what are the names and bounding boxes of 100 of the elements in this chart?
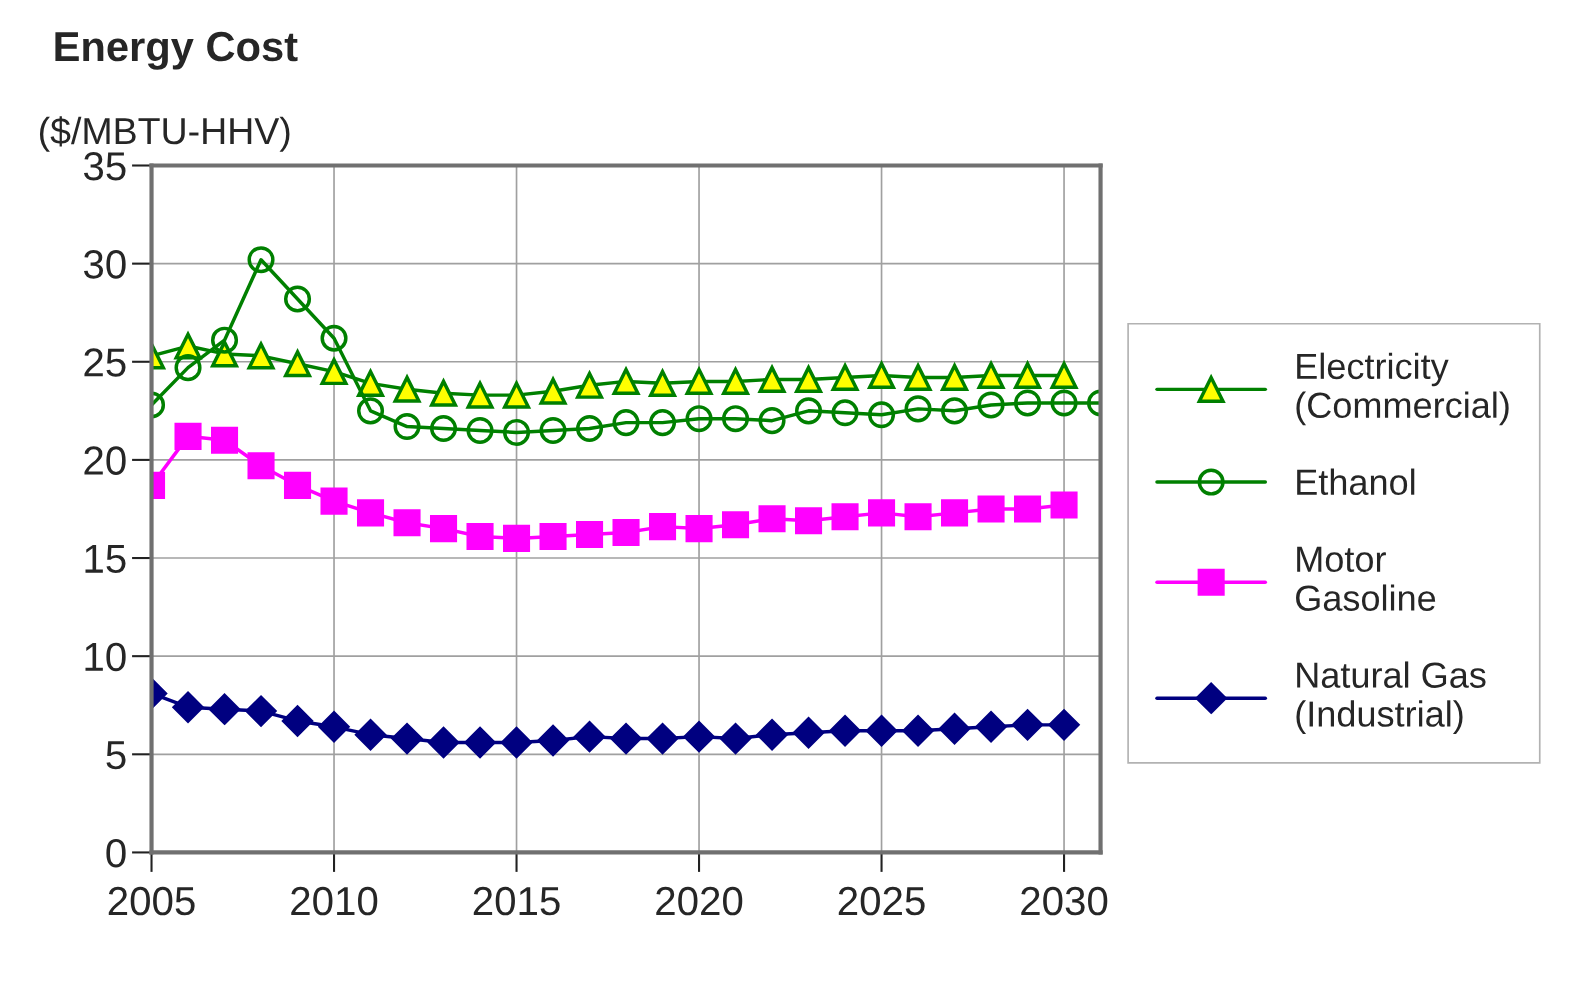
point [793, 717, 825, 749]
x-tick-label: 2030 [1021, 886, 1108, 916]
point [611, 365, 641, 395]
point [391, 723, 423, 755]
point [575, 520, 604, 549]
y-tick-label: 25 [84, 348, 126, 377]
point [318, 711, 350, 743]
point [320, 358, 348, 386]
point [976, 359, 1006, 390]
point [1050, 389, 1078, 417]
point [685, 515, 713, 543]
y-tick-label: 20 [84, 446, 126, 475]
point [756, 719, 788, 751]
legend-label: Motor Gasoline [1296, 546, 1436, 611]
point [247, 452, 275, 480]
point [648, 367, 677, 397]
x-tick-label: 2025 [838, 886, 925, 916]
point [539, 416, 567, 445]
point [392, 373, 422, 403]
point [720, 723, 752, 755]
point [795, 507, 823, 535]
y-axis-title: ($/MBTU-HHV) [39, 116, 290, 152]
point [612, 409, 640, 437]
point [393, 509, 421, 537]
y-tick-label: 35 [83, 151, 126, 181]
point [1012, 709, 1044, 741]
point [975, 711, 1007, 743]
point [612, 518, 640, 547]
point [758, 505, 786, 533]
point [757, 363, 787, 393]
point [174, 422, 202, 450]
point [502, 379, 531, 409]
point [355, 719, 387, 751]
point [502, 418, 531, 446]
point [247, 342, 275, 370]
point [648, 513, 677, 541]
point [210, 426, 239, 454]
point [685, 405, 713, 433]
point [904, 363, 932, 392]
point [393, 412, 421, 441]
point [501, 727, 533, 759]
point [245, 695, 277, 727]
point [466, 416, 494, 445]
point [758, 407, 786, 435]
legend-label: Ethanol [1297, 468, 1415, 496]
y-tick-label: 15 [85, 544, 126, 574]
point [283, 285, 312, 313]
x-tick-label: 2005 [108, 886, 195, 916]
point [902, 715, 934, 747]
point [977, 391, 1005, 419]
point [721, 405, 750, 433]
point [831, 399, 859, 427]
point [429, 515, 458, 543]
point [538, 375, 568, 405]
point [939, 713, 971, 745]
point [794, 363, 823, 393]
point [210, 326, 239, 354]
point [283, 471, 312, 499]
point [941, 397, 969, 425]
x-tick-label: 2015 [473, 886, 560, 916]
point [429, 377, 458, 407]
legend-label: Natural Gas (Industrial) [1296, 661, 1486, 734]
point [868, 361, 896, 390]
point [868, 401, 896, 429]
point [941, 363, 969, 392]
point [282, 705, 314, 737]
point [1050, 491, 1078, 519]
y-tick-label: 30 [83, 250, 126, 279]
y-tick-label: 0 [106, 838, 126, 868]
legend-label: Electricity (Commercial) [1296, 352, 1509, 426]
point [574, 721, 606, 753]
point [1014, 495, 1042, 523]
point [320, 324, 348, 352]
point [610, 723, 642, 755]
point [721, 365, 750, 395]
point [429, 414, 458, 443]
point [1014, 361, 1042, 390]
point [685, 367, 713, 395]
point [683, 721, 715, 753]
point [356, 397, 385, 425]
point [795, 397, 823, 425]
point [209, 693, 241, 725]
point [539, 522, 567, 550]
point [502, 524, 531, 552]
point [1050, 361, 1078, 390]
point [356, 499, 385, 527]
point [465, 379, 495, 409]
point [247, 246, 275, 274]
point [428, 727, 460, 759]
point [721, 511, 750, 539]
point [537, 725, 569, 757]
point [464, 727, 496, 759]
point [977, 495, 1005, 523]
point [1014, 389, 1042, 417]
y-tick-label: 10 [85, 642, 126, 672]
point [575, 414, 604, 443]
point [866, 715, 898, 747]
point [283, 350, 312, 378]
x-tick-label: 2020 [656, 886, 743, 916]
point [831, 363, 859, 392]
